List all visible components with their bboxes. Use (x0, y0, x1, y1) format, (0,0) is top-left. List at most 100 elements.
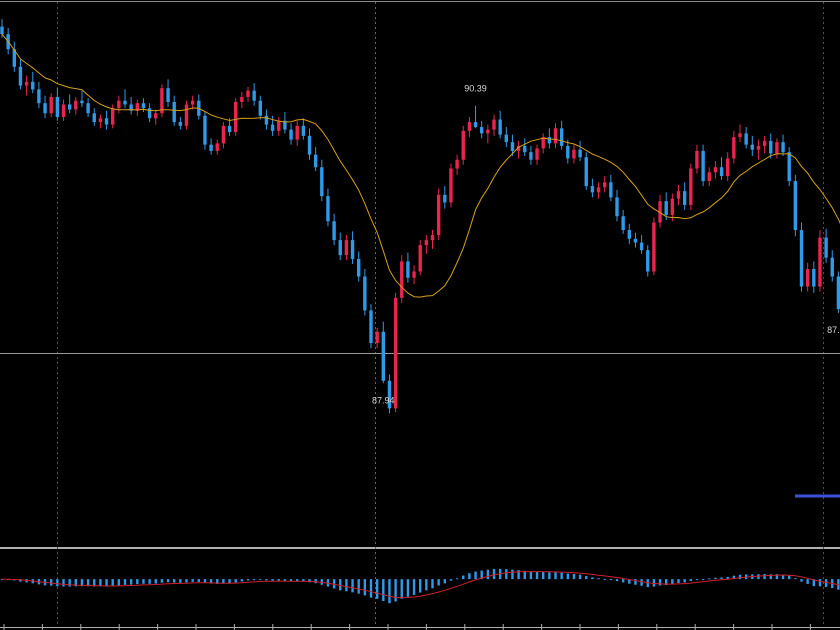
candle (313, 147, 318, 172)
histogram-bar (209, 579, 213, 584)
histogram-bar (775, 574, 779, 580)
candle (652, 217, 656, 276)
histogram-bar (738, 574, 742, 580)
candle (633, 232, 638, 248)
candle (12, 41, 16, 72)
candle-body (467, 122, 472, 131)
histogram-bar (277, 579, 280, 581)
candle-body (615, 197, 619, 217)
candle-body (541, 137, 545, 149)
candle (332, 213, 336, 246)
candle (695, 144, 699, 174)
candle-body (713, 167, 718, 173)
histogram-bar (369, 579, 373, 598)
candle-body (639, 242, 644, 251)
candle (818, 230, 822, 292)
histogram-bar (566, 573, 569, 580)
histogram-bar (111, 579, 114, 587)
candle-body (455, 159, 459, 169)
candle-body (430, 235, 435, 241)
histogram-bar (597, 578, 600, 580)
candle-body (498, 119, 502, 135)
candle (590, 178, 595, 198)
histogram-bar (308, 579, 311, 583)
candle (615, 189, 619, 222)
candle (350, 231, 355, 264)
histogram-bar (265, 579, 268, 581)
candle-body (609, 182, 613, 198)
histogram-bar (812, 579, 815, 587)
candle-body (307, 135, 312, 155)
histogram-bar (818, 579, 822, 587)
candle-body (234, 101, 238, 133)
candle (713, 160, 718, 179)
candle-body (449, 168, 453, 203)
candle-body (492, 119, 496, 130)
histogram-bar (578, 574, 582, 580)
candle-body (750, 144, 754, 150)
candle-body (43, 103, 47, 114)
candle-body (732, 137, 736, 159)
candle (55, 88, 60, 121)
candle (781, 134, 785, 156)
histogram-bar (406, 579, 410, 597)
histogram-bar (480, 570, 483, 580)
candle-body (104, 118, 109, 125)
candle (295, 120, 299, 146)
candle (283, 112, 287, 134)
candle (31, 71, 35, 94)
candle (338, 232, 342, 261)
moving-average-line (1, 33, 840, 298)
candle-body (264, 115, 269, 125)
candle (584, 152, 588, 190)
candle-body (670, 198, 675, 215)
candle-body (98, 118, 103, 123)
histogram-bar (800, 579, 803, 582)
histogram-bar (683, 579, 686, 583)
candle (123, 89, 127, 109)
histogram-bar (505, 569, 508, 580)
candle (234, 98, 238, 136)
candle (80, 90, 84, 107)
candle (406, 252, 410, 283)
histogram-bar (468, 573, 471, 580)
candle-body (652, 222, 656, 272)
histogram-bar (529, 571, 533, 580)
candle (43, 95, 47, 119)
candle-body (676, 191, 681, 199)
candle-body (412, 271, 416, 278)
histogram-bar (615, 579, 619, 582)
candle-body (252, 90, 256, 101)
candle-body (369, 310, 373, 344)
candle (750, 135, 754, 156)
candle (510, 134, 515, 156)
candle-body (738, 133, 742, 138)
candle-body (535, 148, 539, 160)
candle-body (781, 142, 785, 153)
candle-body (363, 276, 367, 311)
candle (627, 223, 631, 244)
histogram-bar (259, 579, 262, 581)
candle-body (621, 216, 625, 231)
candle-body (805, 268, 810, 287)
histogram-bar (726, 576, 729, 580)
candle (830, 250, 834, 282)
candle (98, 114, 103, 129)
candle (147, 103, 152, 123)
candle-body (31, 81, 35, 90)
candle-body (55, 96, 60, 118)
candle (18, 59, 23, 90)
histogram-bar (474, 571, 477, 580)
candle-body (190, 100, 195, 105)
candle (824, 228, 828, 263)
time-axis-ticks (3, 624, 811, 630)
candle-body (301, 125, 306, 136)
histogram-bar (462, 575, 465, 580)
histogram-bar (351, 579, 354, 593)
candle-body (67, 104, 72, 110)
candle (578, 140, 582, 161)
candle-body (166, 88, 170, 102)
histogram-bar (788, 575, 791, 580)
histogram-bar (781, 574, 785, 580)
histogram-bar (603, 578, 606, 580)
